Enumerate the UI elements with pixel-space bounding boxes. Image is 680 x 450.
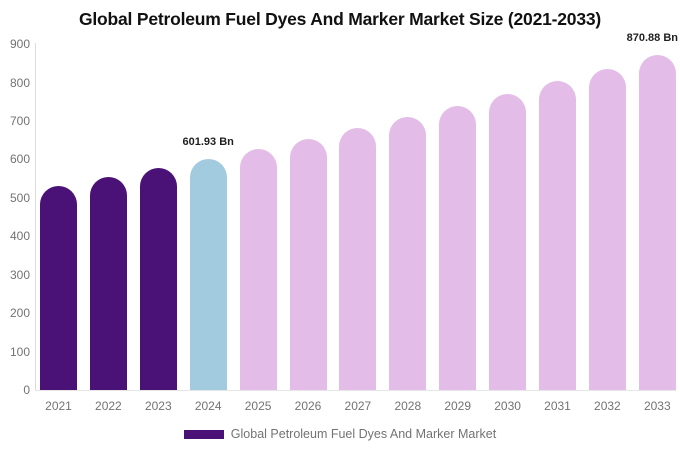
chart-title: Global Petroleum Fuel Dyes And Marker Ma… [78, 9, 602, 29]
x-axis-label-2022: 2022 [95, 399, 122, 413]
bar-2032[interactable] [588, 68, 626, 390]
x-axis-label-2028: 2028 [394, 399, 422, 413]
bar-2030[interactable] [489, 94, 527, 390]
x-axis-label-2030: 2030 [494, 399, 521, 413]
bar-2031[interactable] [539, 81, 576, 390]
bar-2021[interactable] [40, 185, 77, 390]
x-axis-label-2023: 2023 [144, 399, 172, 413]
data-label-2033: 870.88 Bn [626, 32, 678, 45]
legend: Global Petroleum Fuel Dyes And Marker Ma… [0, 426, 680, 442]
x-axis-label-2027: 2027 [344, 399, 372, 413]
x-axis-label-2031: 2031 [544, 399, 571, 413]
x-axis-baseline [35, 390, 676, 391]
x-axis-label-2021: 2021 [45, 399, 72, 413]
data-label-2024: 601.93 Bn [182, 135, 234, 148]
y-tick-label-300: 300 [9, 267, 30, 282]
x-axis-label-2025: 2025 [244, 399, 272, 413]
y-tick-label-100: 100 [9, 344, 30, 359]
y-tick-label-400: 400 [9, 229, 30, 244]
bar-2027[interactable] [339, 128, 377, 390]
x-axis-label-2024: 2024 [194, 399, 222, 413]
bar-2028[interactable] [389, 117, 427, 390]
x-axis-label-2029: 2029 [444, 399, 472, 413]
bar-2025[interactable] [239, 149, 277, 390]
x-axis-label-2032: 2032 [594, 399, 621, 413]
bar-2024[interactable] [189, 158, 227, 390]
bar-2033[interactable] [638, 55, 676, 390]
y-tick-label-700: 700 [9, 113, 30, 128]
y-tick-label-0: 0 [23, 383, 30, 397]
legend-label: Global Petroleum Fuel Dyes And Marker Ma… [230, 427, 497, 441]
bar-2026[interactable] [289, 138, 327, 390]
bar-2022[interactable] [89, 177, 127, 390]
bar-2029[interactable] [439, 105, 477, 390]
y-axis-line [35, 43, 36, 390]
y-tick-label-200: 200 [9, 306, 30, 321]
legend-item-market[interactable]: Global Petroleum Fuel Dyes And Marker Ma… [183, 427, 497, 441]
y-tick-label-800: 800 [9, 75, 30, 90]
y-tick-label-500: 500 [9, 190, 30, 205]
x-axis-label-2026: 2026 [294, 399, 322, 413]
y-tick-label-900: 900 [9, 37, 30, 52]
y-tick-label-600: 600 [9, 152, 30, 167]
bar-2023[interactable] [139, 167, 177, 390]
x-axis-label-2033: 2033 [643, 399, 671, 413]
legend-swatch [183, 429, 224, 439]
